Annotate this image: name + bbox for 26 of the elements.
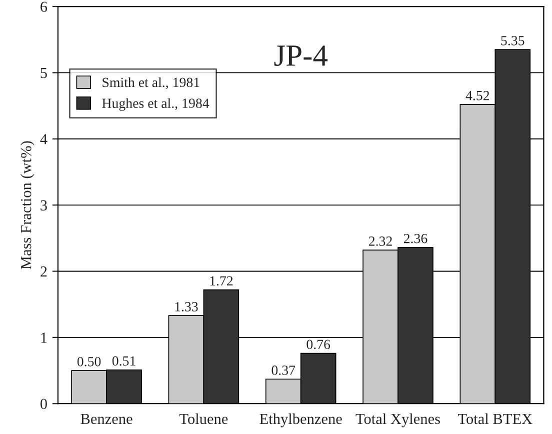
data-label: 0.76 [306,340,330,350]
x-tick-label: Total BTEX [458,413,532,424]
y-axis-title: Mass Fraction (wt%) [20,141,34,270]
y-tick-label: 6 [40,2,48,12]
y-tick-label: 5 [40,68,47,78]
x-tick-label: Toluene [179,413,228,424]
y-tick-label: 2 [40,266,47,277]
data-label: 1.72 [210,276,233,286]
y-tick-label: 1 [41,332,47,343]
data-label: 2.32 [368,236,392,246]
x-tick-label: Total Xylenes [356,413,440,428]
legend-label: Hughes et al., 1984 [102,98,210,111]
data-label: 2.36 [404,234,428,244]
data-label: 4.52 [466,90,490,100]
x-tick-label: Ethylbenzene [260,413,342,428]
y-tick-label: 0 [40,398,47,410]
data-label: 0.37 [272,366,296,375]
text: JP-4 [274,46,328,66]
data-label: 5.35 [501,36,524,46]
x-tick-label: Benzene [80,414,132,424]
data-label: 1.33 [175,302,198,312]
y-tick-label: 4 [40,134,48,144]
data-label: 0.50 [77,356,101,366]
legend-label: Smith et al., 1981 [102,77,200,90]
data-label: 0.51 [112,356,136,366]
y-tick-label: 3 [40,200,47,211]
